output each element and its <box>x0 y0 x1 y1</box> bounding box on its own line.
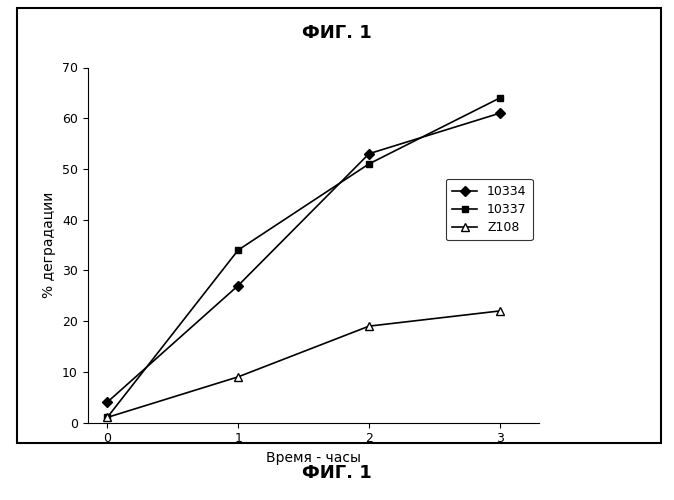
10334 <box>496 110 504 116</box>
Text: ФИГ. 1: ФИГ. 1 <box>302 464 372 481</box>
10334 <box>103 399 111 405</box>
10337 <box>496 95 504 101</box>
Y-axis label: % деградации: % деградации <box>42 192 57 298</box>
Line: Z108: Z108 <box>103 307 504 422</box>
Legend: 10334, 10337, Z108: 10334, 10337, Z108 <box>446 179 533 240</box>
10337 <box>234 247 242 253</box>
10337 <box>365 161 373 167</box>
Z108 <box>496 308 504 314</box>
10334 <box>234 282 242 288</box>
Text: ФИГ. 1: ФИГ. 1 <box>302 24 372 42</box>
10337 <box>103 414 111 420</box>
X-axis label: Время - часы: Время - часы <box>266 451 361 465</box>
Line: 10334: 10334 <box>104 110 503 406</box>
Line: 10337: 10337 <box>104 94 503 421</box>
Z108 <box>365 323 373 329</box>
10334 <box>365 150 373 156</box>
Z108 <box>103 414 111 420</box>
Z108 <box>234 374 242 380</box>
